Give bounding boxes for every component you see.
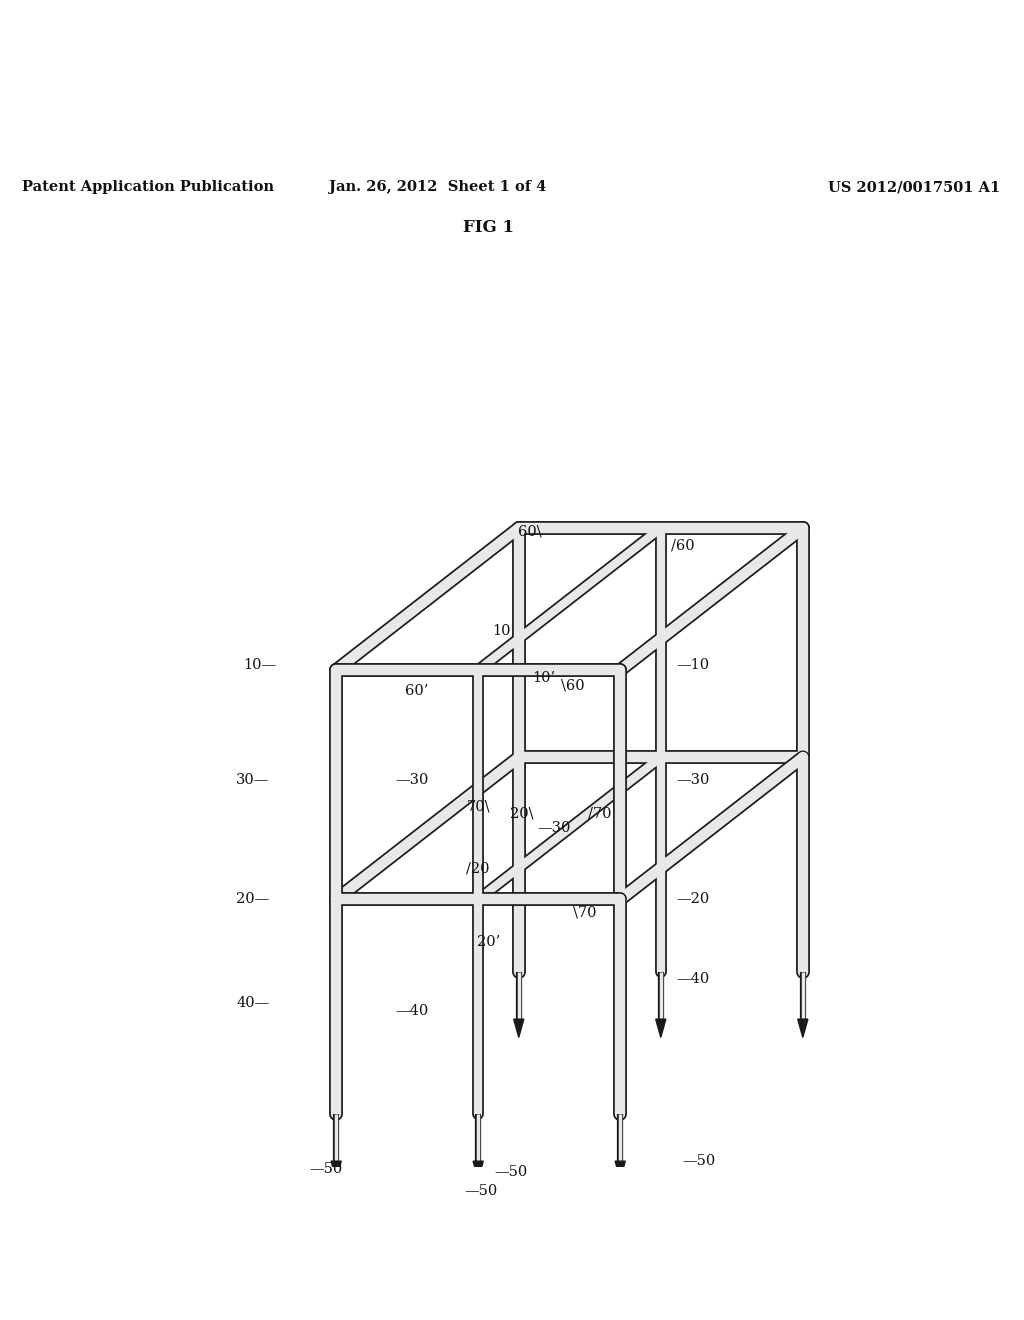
Text: —50: —50 [494, 1166, 527, 1179]
Text: —30: —30 [538, 821, 571, 836]
Text: 60\: 60\ [518, 524, 542, 539]
Polygon shape [473, 1162, 483, 1179]
Text: /70: /70 [588, 807, 611, 820]
Text: —20: —20 [677, 892, 710, 907]
Text: US 2012/0017501 A1: US 2012/0017501 A1 [828, 180, 1000, 194]
Text: —10: —10 [677, 659, 710, 672]
Text: Jan. 26, 2012  Sheet 1 of 4: Jan. 26, 2012 Sheet 1 of 4 [329, 180, 546, 194]
Polygon shape [655, 1019, 666, 1038]
Text: \70: \70 [573, 906, 596, 920]
Text: 70\: 70\ [467, 799, 489, 813]
Text: 10—: 10— [244, 659, 276, 672]
Text: —40: —40 [677, 972, 710, 986]
Text: 60’: 60’ [406, 685, 428, 698]
Text: 20’: 20’ [477, 935, 500, 949]
Text: 40—: 40— [237, 995, 269, 1010]
Text: —50: —50 [309, 1162, 343, 1176]
Polygon shape [331, 1162, 341, 1179]
Text: —30: —30 [677, 772, 710, 787]
Text: 20—: 20— [237, 892, 269, 907]
Polygon shape [514, 1019, 524, 1038]
Text: —40: —40 [395, 1005, 429, 1018]
Text: 10’: 10’ [532, 672, 556, 685]
Text: /60: /60 [672, 539, 695, 552]
Text: —50: —50 [465, 1184, 498, 1197]
Text: —30: —30 [395, 772, 429, 787]
Text: Patent Application Publication: Patent Application Publication [22, 180, 273, 194]
Polygon shape [798, 1019, 808, 1038]
Text: —50: —50 [683, 1154, 716, 1168]
Text: /20: /20 [467, 862, 489, 876]
Text: 10: 10 [493, 623, 511, 638]
Polygon shape [615, 1162, 626, 1179]
Text: 30—: 30— [237, 772, 269, 787]
Text: FIG 1: FIG 1 [463, 219, 514, 236]
Text: \60: \60 [561, 678, 585, 693]
Text: 20\: 20\ [510, 807, 534, 820]
